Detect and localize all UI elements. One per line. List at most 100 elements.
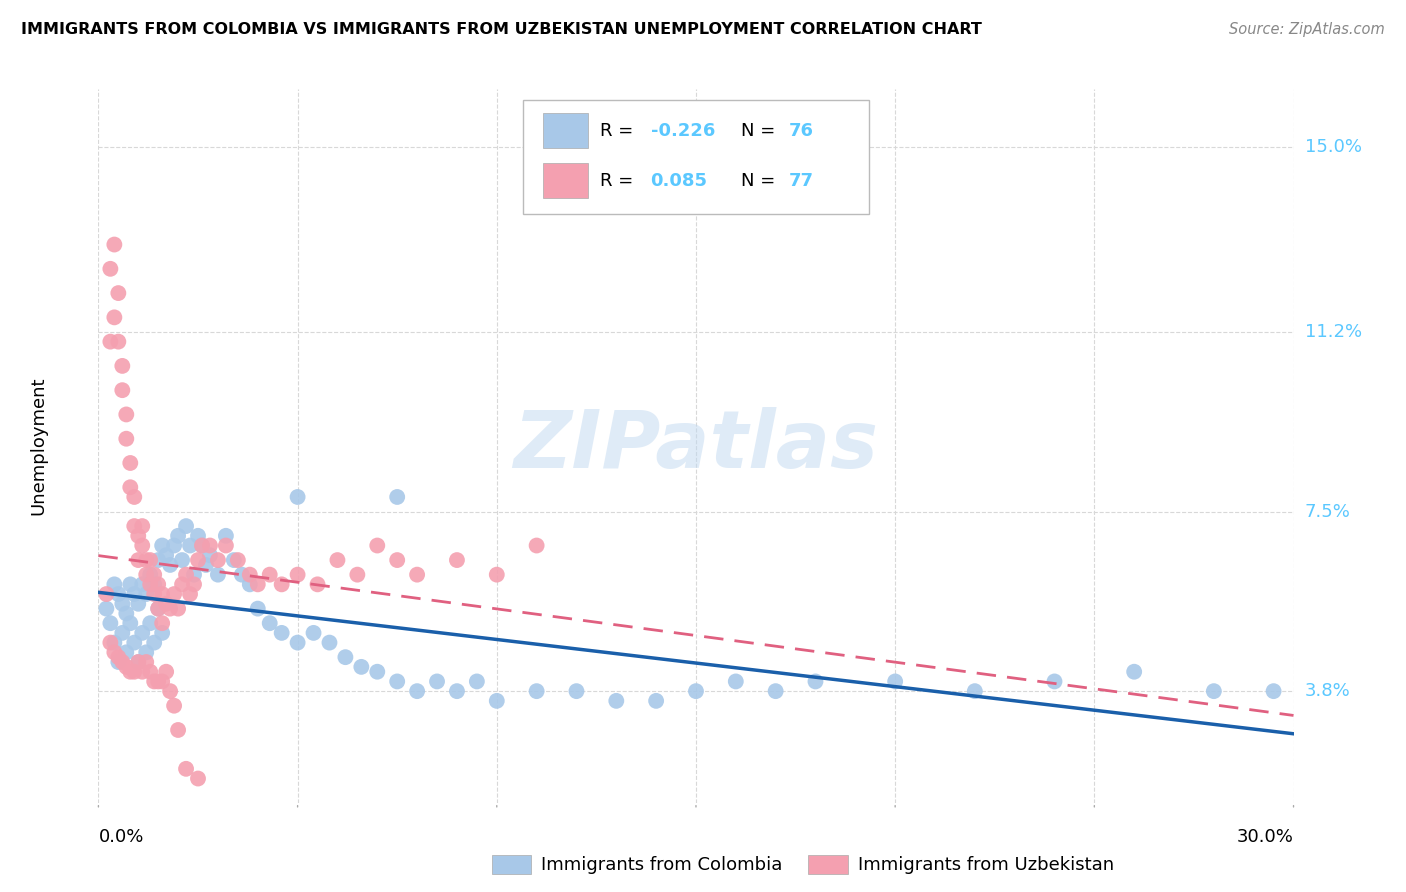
Point <box>326 553 349 567</box>
Point <box>207 567 229 582</box>
Text: N =: N = <box>741 171 782 189</box>
Point <box>259 567 281 582</box>
FancyBboxPatch shape <box>543 162 588 198</box>
Point <box>385 674 409 689</box>
Point <box>120 456 142 470</box>
Point <box>139 665 162 679</box>
Text: Immigrants from Colombia: Immigrants from Colombia <box>541 856 783 874</box>
Point <box>155 548 177 562</box>
Text: R =: R = <box>600 121 640 139</box>
Point <box>179 539 201 553</box>
Text: -0.226: -0.226 <box>651 121 714 139</box>
Point <box>246 601 269 615</box>
Point <box>446 684 468 698</box>
Point <box>724 674 747 689</box>
Point <box>155 665 177 679</box>
Point <box>135 553 157 567</box>
FancyBboxPatch shape <box>543 112 588 148</box>
Text: IMMIGRANTS FROM COLOMBIA VS IMMIGRANTS FROM UZBEKISTAN UNEMPLOYMENT CORRELATION : IMMIGRANTS FROM COLOMBIA VS IMMIGRANTS F… <box>21 22 981 37</box>
Point <box>148 601 170 615</box>
Point <box>115 408 138 422</box>
Point <box>107 587 129 601</box>
Text: 77: 77 <box>789 171 814 189</box>
Point <box>98 616 122 631</box>
Text: 11.2%: 11.2% <box>1305 323 1362 341</box>
Point <box>143 577 166 591</box>
Point <box>366 539 388 553</box>
Point <box>111 597 134 611</box>
Point <box>107 650 129 665</box>
Point <box>120 577 142 591</box>
Point <box>111 383 134 397</box>
Point <box>131 626 153 640</box>
Point <box>103 237 125 252</box>
Point <box>96 587 118 601</box>
Point <box>191 539 214 553</box>
Point <box>107 286 129 301</box>
Point <box>239 567 262 582</box>
Point <box>963 684 986 698</box>
Point <box>645 694 668 708</box>
Point <box>307 577 329 591</box>
Point <box>135 567 157 582</box>
Point <box>302 626 325 640</box>
Point <box>96 601 118 615</box>
Text: 3.8%: 3.8% <box>1305 682 1350 700</box>
Point <box>148 577 170 591</box>
Point <box>150 587 173 601</box>
Point <box>270 626 292 640</box>
Point <box>526 684 548 698</box>
Point <box>135 655 157 669</box>
Point <box>148 553 170 567</box>
Point <box>150 539 173 553</box>
Point <box>155 597 177 611</box>
Point <box>187 772 209 786</box>
Point <box>150 616 173 631</box>
Point <box>222 553 245 567</box>
Text: 15.0%: 15.0% <box>1305 138 1361 156</box>
Text: 7.5%: 7.5% <box>1305 502 1351 521</box>
Point <box>98 261 122 276</box>
Point <box>131 577 153 591</box>
Point <box>111 359 134 373</box>
Point <box>1043 674 1066 689</box>
Point <box>287 567 309 582</box>
Point <box>98 635 122 649</box>
Point <box>167 601 190 615</box>
Point <box>187 529 209 543</box>
Point <box>124 490 146 504</box>
Point <box>163 698 186 713</box>
Point <box>124 519 146 533</box>
Point <box>103 635 125 649</box>
Point <box>150 674 173 689</box>
Text: Unemployment: Unemployment <box>30 376 48 516</box>
Point <box>246 577 269 591</box>
Point <box>406 684 429 698</box>
Point <box>565 684 588 698</box>
Point <box>1202 684 1225 698</box>
Point <box>103 577 125 591</box>
Point <box>107 655 129 669</box>
Point <box>406 567 429 582</box>
Point <box>174 519 197 533</box>
Point <box>167 529 190 543</box>
Point <box>1263 684 1285 698</box>
Point <box>174 567 197 582</box>
Point <box>226 553 249 567</box>
Point <box>103 645 125 659</box>
Point <box>485 567 508 582</box>
Point <box>159 684 181 698</box>
Point <box>1123 665 1146 679</box>
Point <box>139 553 162 567</box>
Point <box>207 553 229 567</box>
Point <box>124 635 146 649</box>
Point <box>143 674 166 689</box>
Point <box>131 665 153 679</box>
Point <box>143 635 166 649</box>
Point <box>215 529 238 543</box>
Point <box>124 665 146 679</box>
Point <box>163 587 186 601</box>
Point <box>127 597 149 611</box>
Point <box>135 645 157 659</box>
Point <box>139 577 162 591</box>
